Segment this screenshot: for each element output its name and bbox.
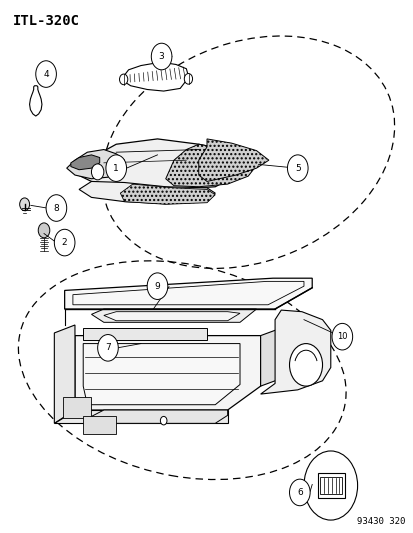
Circle shape bbox=[46, 195, 66, 221]
Polygon shape bbox=[79, 181, 215, 204]
Circle shape bbox=[20, 198, 29, 211]
Text: 9: 9 bbox=[154, 281, 160, 290]
Polygon shape bbox=[260, 325, 289, 386]
Polygon shape bbox=[165, 144, 256, 187]
Text: 10: 10 bbox=[336, 332, 347, 341]
Text: 7: 7 bbox=[105, 343, 111, 352]
Polygon shape bbox=[120, 184, 215, 204]
Circle shape bbox=[91, 164, 104, 180]
Text: 6: 6 bbox=[296, 488, 302, 497]
Text: 3: 3 bbox=[158, 52, 164, 61]
Text: 4: 4 bbox=[43, 70, 49, 78]
Polygon shape bbox=[260, 310, 330, 394]
Polygon shape bbox=[64, 278, 311, 309]
Bar bbox=[83, 416, 116, 434]
Circle shape bbox=[289, 479, 309, 506]
Text: 1: 1 bbox=[113, 164, 119, 173]
FancyBboxPatch shape bbox=[317, 473, 344, 498]
Polygon shape bbox=[75, 139, 248, 189]
Circle shape bbox=[54, 229, 75, 256]
Polygon shape bbox=[91, 309, 256, 322]
Circle shape bbox=[36, 61, 56, 87]
Text: 93430 320: 93430 320 bbox=[356, 517, 404, 526]
Polygon shape bbox=[122, 63, 188, 91]
Circle shape bbox=[287, 155, 307, 181]
Circle shape bbox=[97, 335, 118, 361]
Circle shape bbox=[331, 324, 352, 350]
Polygon shape bbox=[66, 150, 124, 179]
Polygon shape bbox=[54, 410, 227, 423]
Polygon shape bbox=[71, 155, 100, 169]
Text: ITL-320C: ITL-320C bbox=[13, 14, 80, 28]
Polygon shape bbox=[54, 325, 75, 423]
Polygon shape bbox=[83, 344, 240, 405]
Circle shape bbox=[160, 416, 166, 425]
Circle shape bbox=[38, 223, 50, 238]
Bar bbox=[62, 397, 91, 418]
Circle shape bbox=[151, 43, 171, 70]
Text: 2: 2 bbox=[62, 238, 67, 247]
Text: 8: 8 bbox=[53, 204, 59, 213]
Circle shape bbox=[106, 155, 126, 181]
Polygon shape bbox=[198, 139, 268, 181]
Circle shape bbox=[303, 451, 357, 520]
Polygon shape bbox=[75, 336, 260, 410]
Circle shape bbox=[289, 344, 322, 386]
Polygon shape bbox=[83, 328, 206, 340]
Circle shape bbox=[184, 74, 192, 84]
Polygon shape bbox=[91, 410, 227, 423]
Text: 5: 5 bbox=[294, 164, 300, 173]
Circle shape bbox=[147, 273, 167, 300]
Circle shape bbox=[119, 74, 128, 85]
Polygon shape bbox=[104, 312, 240, 321]
